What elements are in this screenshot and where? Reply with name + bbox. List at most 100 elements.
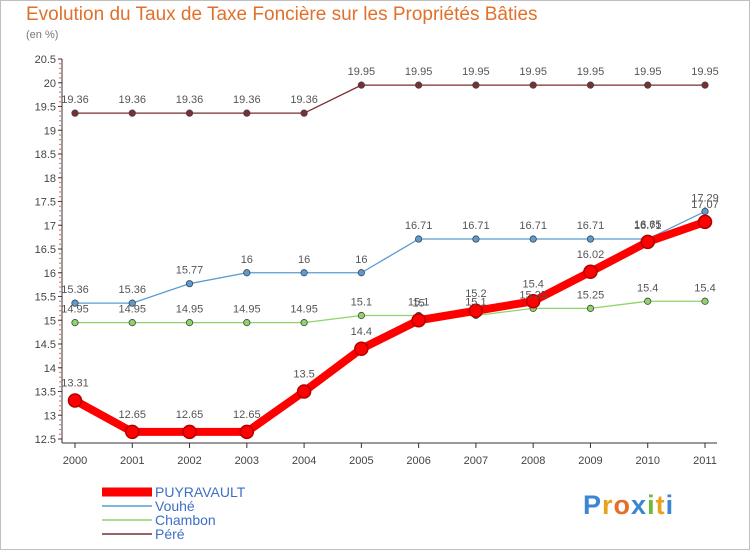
y-minor-dot: [59, 143, 61, 146]
data-point: [300, 269, 308, 277]
y-minor-dot: [59, 186, 61, 188]
chart-title: Evolution du Taux de Taxe Foncière sur l…: [26, 4, 538, 25]
y-minor-dot: [59, 314, 61, 317]
data-label: 16.65: [634, 219, 662, 231]
y-minor-dot: [59, 305, 61, 307]
data-label: 19.36: [233, 94, 261, 106]
series-layer: [67, 81, 713, 440]
data-point: [71, 109, 79, 117]
logo-letter: o: [613, 490, 632, 520]
data-label: 19.95: [577, 66, 605, 78]
data-label: 15.25: [519, 289, 547, 301]
y-minor-dot: [59, 348, 61, 350]
data-point: [415, 81, 423, 89]
y-minor-dot: [59, 295, 61, 298]
data-label: 13.5: [293, 369, 314, 381]
data-point: [354, 341, 369, 356]
logo-letter: P: [583, 490, 603, 520]
data-label: 16.71: [519, 220, 547, 232]
series-line: [71, 217, 709, 436]
x-tick-label: 2003: [235, 455, 259, 467]
y-minor-dot: [59, 352, 61, 355]
y-tick-label: 17: [44, 220, 56, 232]
data-point: [644, 297, 652, 305]
y-minor-dot: [59, 319, 61, 321]
series-péré: [71, 81, 709, 117]
y-minor-dot: [59, 196, 61, 198]
x-tick-label: 2007: [464, 455, 488, 467]
y-minor-dot: [59, 386, 61, 388]
data-label: 13.31: [61, 378, 89, 390]
y-tick-label: 19: [44, 125, 56, 137]
y-minor-dot: [59, 276, 61, 279]
y-minor-dot: [59, 300, 61, 302]
x-tick-label: 2002: [177, 455, 201, 467]
y-minor-dot: [59, 267, 61, 269]
data-point: [586, 235, 595, 243]
y-minor-dot: [59, 139, 61, 141]
y-minor-dot: [59, 329, 61, 331]
data-labels: 19.36 19.36 19.36 19.36 19.36 19.95 19.95 19.95…: [61, 66, 719, 421]
y-minor-dot: [59, 376, 61, 378]
y-minor-dot: [59, 177, 61, 179]
data-label: 14.95: [233, 304, 261, 316]
y-minor-dot: [59, 96, 61, 98]
x-tick-label: 2009: [578, 455, 602, 467]
logo-letter: i: [647, 490, 656, 520]
data-point: [243, 109, 251, 117]
data-label: 19.95: [462, 66, 490, 78]
data-label: 19.36: [176, 94, 204, 106]
y-minor-dot: [59, 181, 61, 184]
y-minor-dot: [59, 338, 61, 340]
data-point: [357, 269, 365, 277]
data-point: [71, 319, 79, 327]
y-minor-dot: [59, 162, 61, 165]
y-minor-dot: [59, 219, 61, 222]
y-tick-label: 14.5: [35, 339, 56, 351]
y-minor-dot: [59, 129, 61, 131]
y-minor-dot: [59, 248, 61, 250]
data-point: [185, 280, 194, 288]
data-label: 12.65: [176, 409, 204, 421]
data-point: [583, 264, 598, 280]
data-point: [525, 294, 541, 309]
data-label: 19.95: [634, 66, 662, 78]
y-minor-dot: [59, 210, 61, 212]
y-tick-label: 19.5: [35, 102, 56, 114]
data-point: [243, 319, 251, 327]
y-tick-label: 18.5: [35, 149, 56, 161]
y-minor-dot: [59, 200, 61, 203]
y-minor-dot: [59, 257, 61, 260]
y-minor-dot: [59, 101, 61, 103]
y-tick-label: 17.5: [35, 197, 56, 209]
series-chambon: [71, 297, 709, 327]
y-minor-dot: [59, 115, 61, 117]
y-minor-dot: [59, 86, 61, 89]
y-minor-dot: [59, 414, 61, 416]
y-minor-dot: [59, 58, 61, 60]
x-tick-label: 2000: [63, 455, 87, 467]
y-minor-dot: [59, 405, 61, 407]
data-point: [586, 81, 595, 89]
legend-label: Péré: [155, 526, 185, 542]
y-minor-dot: [59, 72, 61, 74]
data-point: [586, 304, 595, 312]
y-tick-label: 16: [44, 268, 56, 280]
data-label: 16.71: [462, 220, 490, 232]
y-minor-dot: [59, 286, 61, 288]
proxiti-logo: Proxiti: [583, 490, 674, 521]
data-point: [644, 81, 652, 89]
data-point: [357, 311, 365, 320]
y-minor-dot: [59, 262, 61, 264]
data-point: [182, 424, 197, 440]
data-label: 14.95: [176, 304, 204, 316]
logo-letter: t: [655, 490, 666, 520]
y-minor-dot: [59, 91, 61, 93]
legend-label: PUYRAVAULT: [155, 484, 246, 500]
y-minor-dot: [59, 67, 61, 70]
data-label: 19.95: [405, 66, 433, 78]
data-label: 14.4: [351, 326, 372, 338]
data-label: 19.36: [290, 94, 318, 106]
y-minor-dot: [59, 409, 61, 412]
y-minor-dot: [59, 134, 61, 136]
